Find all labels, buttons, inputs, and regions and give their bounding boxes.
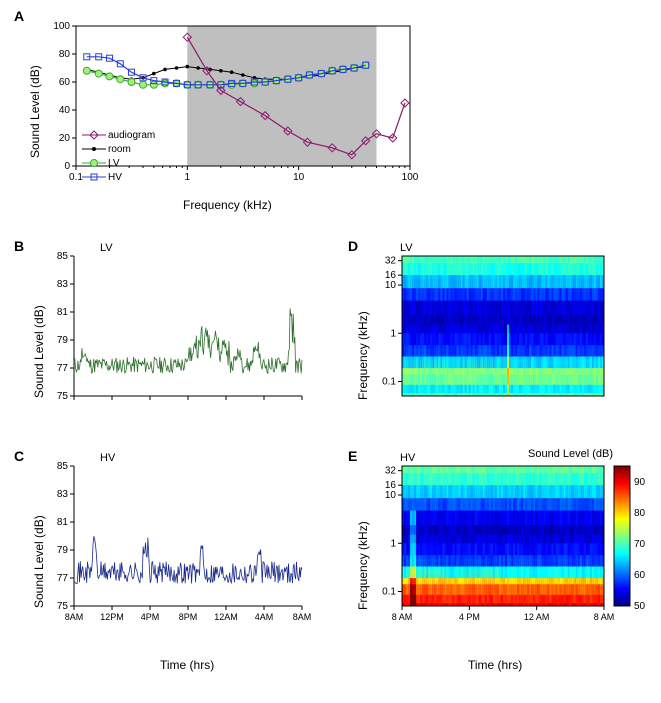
legend-row-HV: HV xyxy=(80,170,155,184)
svg-text:100: 100 xyxy=(402,172,419,183)
colorbar-tick: 80 xyxy=(634,508,645,519)
svg-text:4 PM: 4 PM xyxy=(459,612,480,622)
svg-text:32: 32 xyxy=(385,256,397,267)
svg-text:1: 1 xyxy=(390,328,396,339)
svg-text:16: 16 xyxy=(385,480,397,491)
svg-text:10: 10 xyxy=(385,280,397,291)
svg-text:12PM: 12PM xyxy=(100,612,124,622)
panel-e-xlabel: Time (hrs) xyxy=(468,658,522,672)
svg-text:0.1: 0.1 xyxy=(382,376,396,387)
svg-text:60: 60 xyxy=(59,77,71,88)
svg-text:12 AM: 12 AM xyxy=(524,612,550,622)
panel-e-chart: 0.111016328 AM4 PM12 AM8 AM xyxy=(396,462,610,632)
svg-text:83: 83 xyxy=(57,279,69,290)
svg-text:12AM: 12AM xyxy=(214,612,238,622)
svg-text:100: 100 xyxy=(53,21,70,32)
colorbar-title: Sound Level (dB) xyxy=(528,448,613,460)
svg-text:0.1: 0.1 xyxy=(382,586,396,597)
svg-text:77: 77 xyxy=(57,363,69,374)
svg-text:16: 16 xyxy=(385,270,397,281)
svg-text:85: 85 xyxy=(57,251,69,262)
svg-text:81: 81 xyxy=(57,307,69,318)
colorbar-tick: 70 xyxy=(634,539,645,550)
svg-text:75: 75 xyxy=(57,601,69,612)
svg-text:8AM: 8AM xyxy=(293,612,312,622)
svg-text:85: 85 xyxy=(57,461,69,472)
svg-text:83: 83 xyxy=(57,489,69,500)
svg-text:81: 81 xyxy=(57,517,69,528)
svg-text:1: 1 xyxy=(390,538,396,549)
panel-a-label: A xyxy=(14,8,24,24)
colorbar-tick: 60 xyxy=(634,570,645,581)
svg-text:10: 10 xyxy=(385,490,397,501)
panel-c-chart: 7577798183858AM12PM4PM8PM12AM4AM8AM xyxy=(68,462,308,632)
svg-text:75: 75 xyxy=(57,391,69,402)
svg-text:8AM: 8AM xyxy=(65,612,84,622)
legend-label-room: room xyxy=(108,144,131,155)
panel-c-ylabel: Sound Level (dB) xyxy=(32,515,46,608)
svg-text:4AM: 4AM xyxy=(255,612,274,622)
svg-text:79: 79 xyxy=(57,335,69,346)
legend-label-LV: LV xyxy=(108,158,120,169)
panel-c-xlabel: Time (hrs) xyxy=(160,658,214,672)
svg-text:8 AM: 8 AM xyxy=(392,612,413,622)
figure: A 0 20 40 60 80 100 0.1 1 10 100 Sound Level (dB)… xyxy=(8,8,653,695)
svg-text:8PM: 8PM xyxy=(179,612,198,622)
svg-text:40: 40 xyxy=(59,105,71,116)
panel-d-label: D xyxy=(348,238,358,254)
panel-a-legend: audiogram room LV HV xyxy=(80,128,155,184)
svg-text:80: 80 xyxy=(59,49,71,60)
colorbar xyxy=(614,462,630,632)
legend-label-audiogram: audiogram xyxy=(108,130,155,141)
panel-b-label: B xyxy=(14,238,24,254)
colorbar-tick: 50 xyxy=(634,601,645,612)
legend-row-audiogram: audiogram xyxy=(80,128,155,142)
svg-text:0: 0 xyxy=(64,161,70,172)
panel-e-ylabel: Frequency (kHz) xyxy=(356,521,370,610)
svg-text:20: 20 xyxy=(59,133,71,144)
legend-row-room: room xyxy=(80,142,155,156)
legend-label-HV: HV xyxy=(108,172,122,183)
svg-text:8 AM: 8 AM xyxy=(594,612,615,622)
svg-text:79: 79 xyxy=(57,545,69,556)
panel-a-ylabel: Sound Level (dB) xyxy=(28,65,42,158)
svg-text:10: 10 xyxy=(293,172,305,183)
panel-b-ylabel: Sound Level (dB) xyxy=(32,305,46,398)
panel-e-label: E xyxy=(348,448,357,464)
colorbar-tick: 90 xyxy=(634,477,645,488)
svg-text:1: 1 xyxy=(185,172,191,183)
panel-b-chart: 757779818385 xyxy=(68,252,308,422)
panel-d-chart: 0.11101632 xyxy=(396,252,610,422)
panel-d-ylabel: Frequency (kHz) xyxy=(356,311,370,400)
panel-a-xlabel: Frequency (kHz) xyxy=(183,198,272,212)
legend-row-LV: LV xyxy=(80,156,155,170)
svg-text:77: 77 xyxy=(57,573,69,584)
panel-c-label: C xyxy=(14,448,24,464)
svg-text:32: 32 xyxy=(385,466,397,477)
svg-text:4PM: 4PM xyxy=(141,612,160,622)
